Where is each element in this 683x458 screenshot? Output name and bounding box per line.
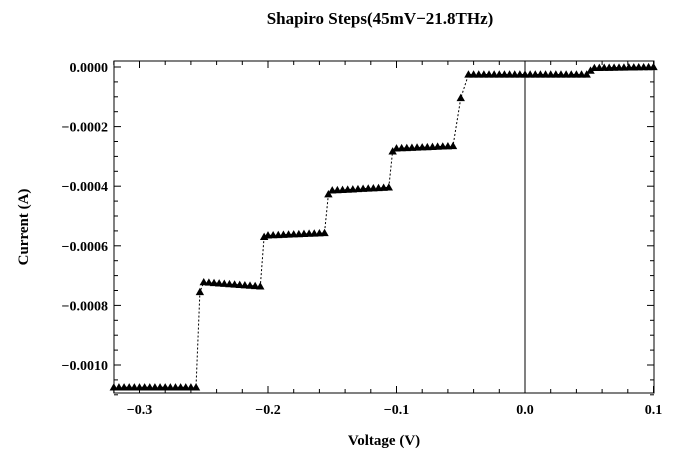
x-tick-label: 0.1 [645, 403, 663, 418]
data-point [586, 66, 595, 74]
data-point [240, 280, 250, 289]
data-point [320, 228, 329, 237]
y-tick-label: −0.0002 [62, 121, 108, 136]
data-point [230, 280, 239, 288]
x-tick-label: −0.1 [384, 403, 409, 418]
data-point [199, 277, 208, 286]
y-axis-tick-labels: 0.0000 −0.0002 −0.0004 −0.0006 −0.0008 −0.001… [62, 61, 108, 374]
data-point [649, 62, 658, 71]
data-point [225, 279, 234, 288]
data-point [220, 279, 229, 287]
data-point [388, 147, 397, 155]
data-point [245, 281, 255, 289]
x-axis-label: Voltage (V) [348, 433, 420, 449]
y-tick-label: −0.0010 [62, 359, 108, 374]
y-tick-label: −0.0004 [62, 180, 108, 195]
x-axis-ticks [113, 61, 654, 393]
data-point [209, 278, 219, 287]
y-tick-label: −0.0006 [62, 240, 108, 255]
x-tick-label: −0.3 [127, 403, 152, 418]
series-line [113, 66, 654, 388]
data-point [384, 183, 393, 191]
plot-area [113, 60, 655, 394]
chart-title: Shapiro Steps(45mV−21.8THz) [267, 9, 494, 28]
data-point [448, 141, 458, 150]
x-axis-tick-labels: −0.3 −0.2 −0.1 0.0 0.1 [127, 403, 662, 418]
series-markers [109, 62, 658, 391]
y-axis-ticks [114, 66, 654, 396]
y-tick-label: −0.0008 [62, 299, 108, 314]
data-point [204, 278, 214, 286]
data-point [324, 190, 333, 198]
data-point [250, 281, 260, 290]
x-tick-label: 0.0 [516, 403, 534, 418]
y-tick-label: 0.0000 [70, 61, 109, 76]
data-point [195, 287, 205, 296]
data-point [582, 70, 591, 78]
data-point [214, 279, 224, 287]
data-point [456, 93, 465, 102]
x-tick-label: −0.2 [255, 403, 280, 418]
data-point [235, 280, 244, 288]
plot-frame [113, 60, 655, 394]
y-axis-label: Current (A) [16, 189, 32, 266]
data-point [191, 383, 201, 391]
data-point [256, 282, 265, 290]
